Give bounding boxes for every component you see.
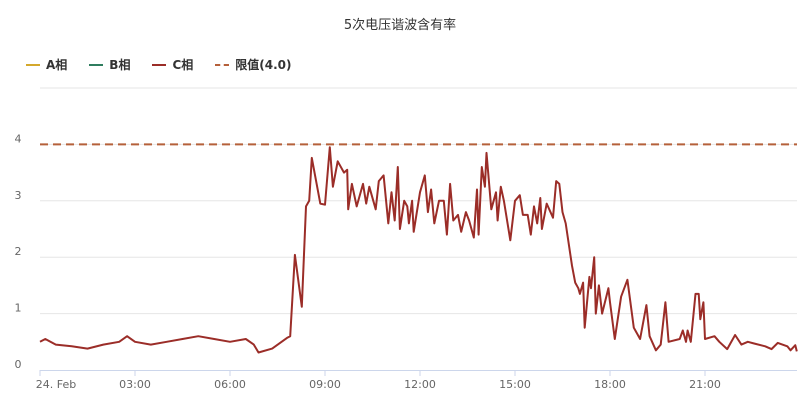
legend-label-a: A相 xyxy=(46,58,68,72)
x-tick-label: 06:00 xyxy=(214,378,246,391)
x-tick-label: 15:00 xyxy=(499,378,531,391)
legend-item-c[interactable]: C相 xyxy=(152,56,193,73)
series-line-c xyxy=(39,146,798,354)
x-tick-label: 24. Feb xyxy=(36,378,76,391)
legend-item-a[interactable]: A相 xyxy=(26,56,67,73)
y-tick-label: 0 xyxy=(15,358,22,371)
y-tick-label: 4 xyxy=(15,132,22,145)
x-tick-label: 21:00 xyxy=(689,378,721,391)
x-tick-label: 09:00 xyxy=(309,378,341,391)
legend-swatch-a xyxy=(26,63,40,66)
legend-label-limit: 限值(4.0) xyxy=(235,58,292,72)
y-tick-label: 3 xyxy=(15,189,22,202)
legend-item-b[interactable]: B相 xyxy=(89,56,130,73)
legend-label-c: C相 xyxy=(172,58,194,72)
legend-swatch-limit xyxy=(215,63,230,66)
y-tick-label: 1 xyxy=(15,302,22,315)
x-tick-label: 12:00 xyxy=(404,378,436,391)
legend-swatch-b xyxy=(89,63,104,66)
x-tick-label: 18:00 xyxy=(594,378,626,391)
y-tick-label: 2 xyxy=(15,245,22,258)
legend: A相 B相 C相 限值(4.0) xyxy=(26,56,292,73)
x-tick-label: 03:00 xyxy=(119,378,151,391)
legend-label-b: B相 xyxy=(109,58,131,72)
chart-title: 5次电压谐波含有率 xyxy=(343,18,457,33)
legend-swatch-c xyxy=(152,63,167,66)
legend-item-limit[interactable]: 限值(4.0) xyxy=(215,56,292,73)
